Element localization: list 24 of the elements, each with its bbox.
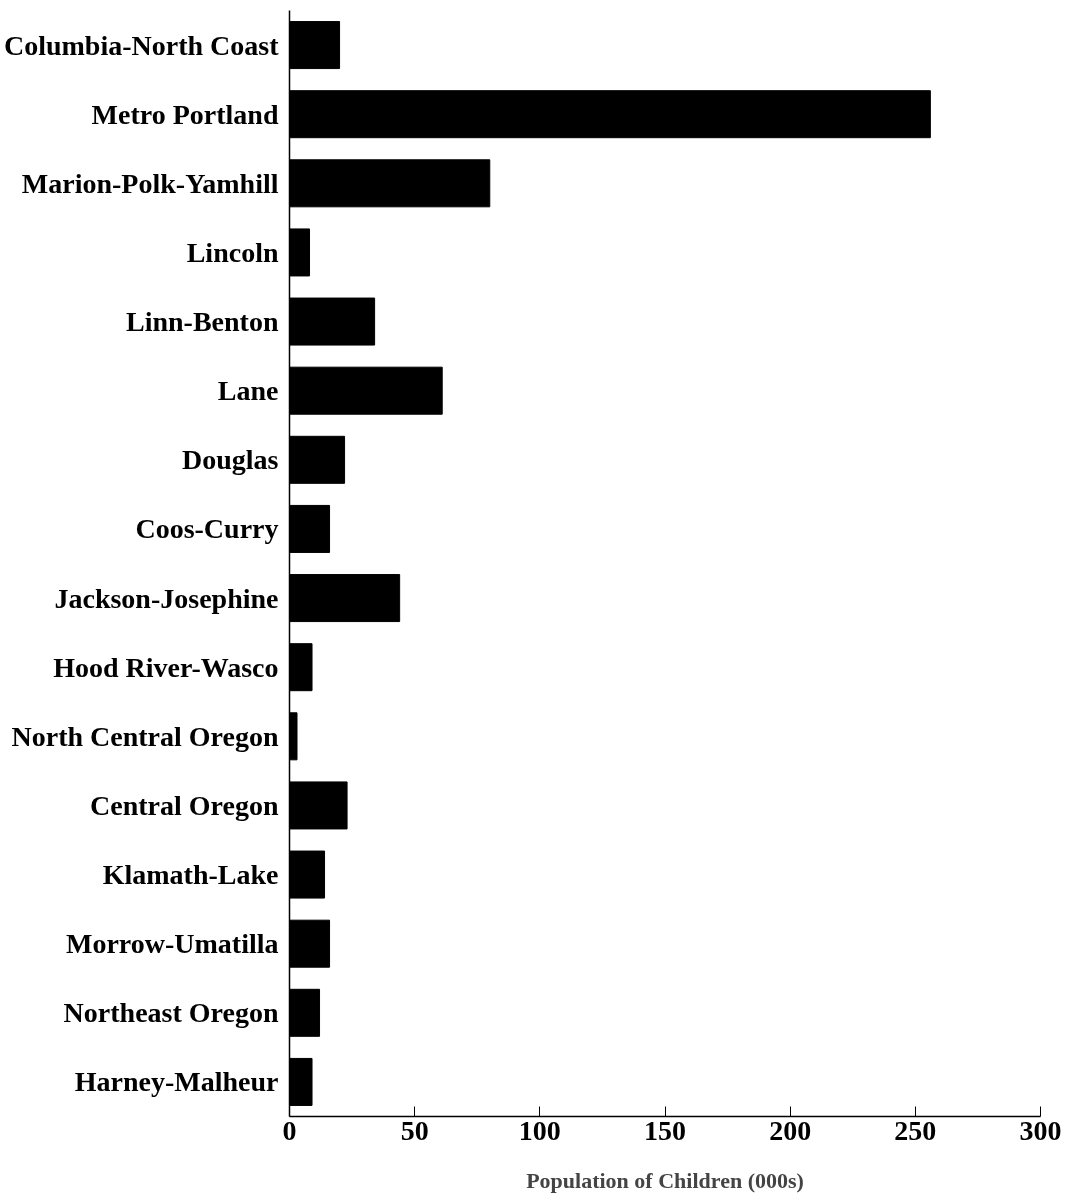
y-tick-label: North Central Oregon bbox=[11, 720, 279, 752]
x-axis-title: Population of Children (000s) bbox=[526, 1167, 804, 1193]
y-tick-label: Jackson-Josephine bbox=[54, 582, 279, 614]
y-tick-label: Linn-Benton bbox=[126, 306, 279, 338]
y-tick-label: Hood River-Wasco bbox=[53, 651, 279, 683]
x-tick-label: 0 bbox=[282, 1114, 297, 1146]
x-tick-label: 50 bbox=[400, 1114, 429, 1146]
y-tick-label: Columbia-North Coast bbox=[3, 29, 280, 61]
y-tick-label: Coos-Curry bbox=[135, 513, 279, 545]
y-tick-label: Klamath-Lake bbox=[102, 859, 279, 891]
x-tick-label: 300 bbox=[1019, 1114, 1062, 1146]
y-tick-label: Central Oregon bbox=[90, 789, 279, 821]
y-tick-label: Lane bbox=[217, 375, 279, 407]
x-tick-label: 250 bbox=[894, 1114, 937, 1146]
y-tick-label: Lincoln bbox=[186, 236, 279, 268]
x-tick-label: 150 bbox=[644, 1114, 686, 1146]
y-tick-label: Douglas bbox=[182, 444, 279, 476]
y-tick-label: Harney-Malheur bbox=[74, 1066, 279, 1098]
y-tick-label: Marion-Polk-Yamhill bbox=[21, 167, 279, 199]
x-tick-label: 200 bbox=[769, 1114, 812, 1146]
y-tick-label: Metro Portland bbox=[91, 98, 279, 130]
x-tick-label: 100 bbox=[518, 1114, 561, 1146]
y-tick-label: Morrow-Umatilla bbox=[65, 928, 279, 960]
y-tick-label: Northeast Oregon bbox=[63, 997, 279, 1029]
